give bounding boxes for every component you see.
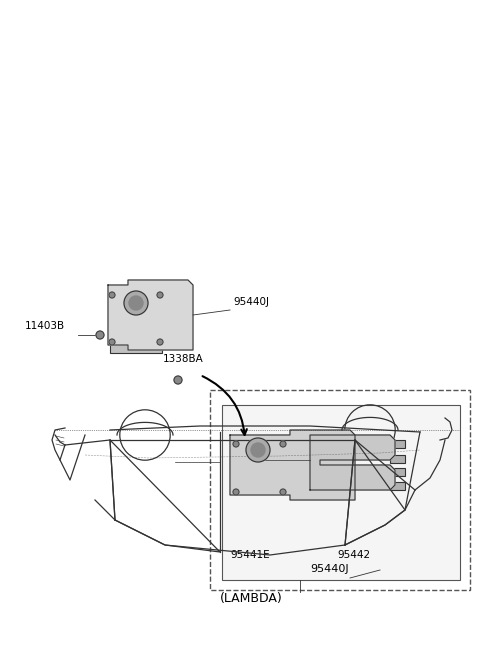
Text: 95440J: 95440J xyxy=(310,564,348,574)
Circle shape xyxy=(280,489,286,495)
Circle shape xyxy=(157,292,163,298)
Circle shape xyxy=(280,441,286,447)
Bar xyxy=(114,317,136,337)
Bar xyxy=(390,482,405,490)
Bar xyxy=(110,295,162,343)
Circle shape xyxy=(129,296,143,310)
Bar xyxy=(390,455,405,463)
Polygon shape xyxy=(310,435,395,490)
Text: 1338BA: 1338BA xyxy=(163,354,204,364)
Circle shape xyxy=(157,339,163,345)
Bar xyxy=(390,468,405,476)
Text: 95442: 95442 xyxy=(337,550,370,560)
Bar xyxy=(264,468,282,488)
Circle shape xyxy=(124,291,148,315)
Polygon shape xyxy=(108,280,193,350)
Bar xyxy=(110,343,162,353)
Bar xyxy=(222,405,460,580)
Text: 11403B: 11403B xyxy=(25,321,65,331)
Bar xyxy=(232,445,284,493)
Circle shape xyxy=(246,438,270,462)
Circle shape xyxy=(174,376,182,384)
Circle shape xyxy=(96,331,104,339)
Bar xyxy=(238,468,262,488)
Circle shape xyxy=(109,292,115,298)
Bar xyxy=(138,317,156,337)
Circle shape xyxy=(233,441,239,447)
Text: 95441E: 95441E xyxy=(230,550,270,560)
Bar xyxy=(210,390,470,590)
Circle shape xyxy=(233,489,239,495)
Polygon shape xyxy=(230,430,355,500)
Text: 95440J: 95440J xyxy=(233,297,269,307)
Circle shape xyxy=(109,339,115,345)
Bar xyxy=(390,440,405,448)
Text: (LAMBDA): (LAMBDA) xyxy=(220,592,283,605)
Circle shape xyxy=(251,443,265,457)
